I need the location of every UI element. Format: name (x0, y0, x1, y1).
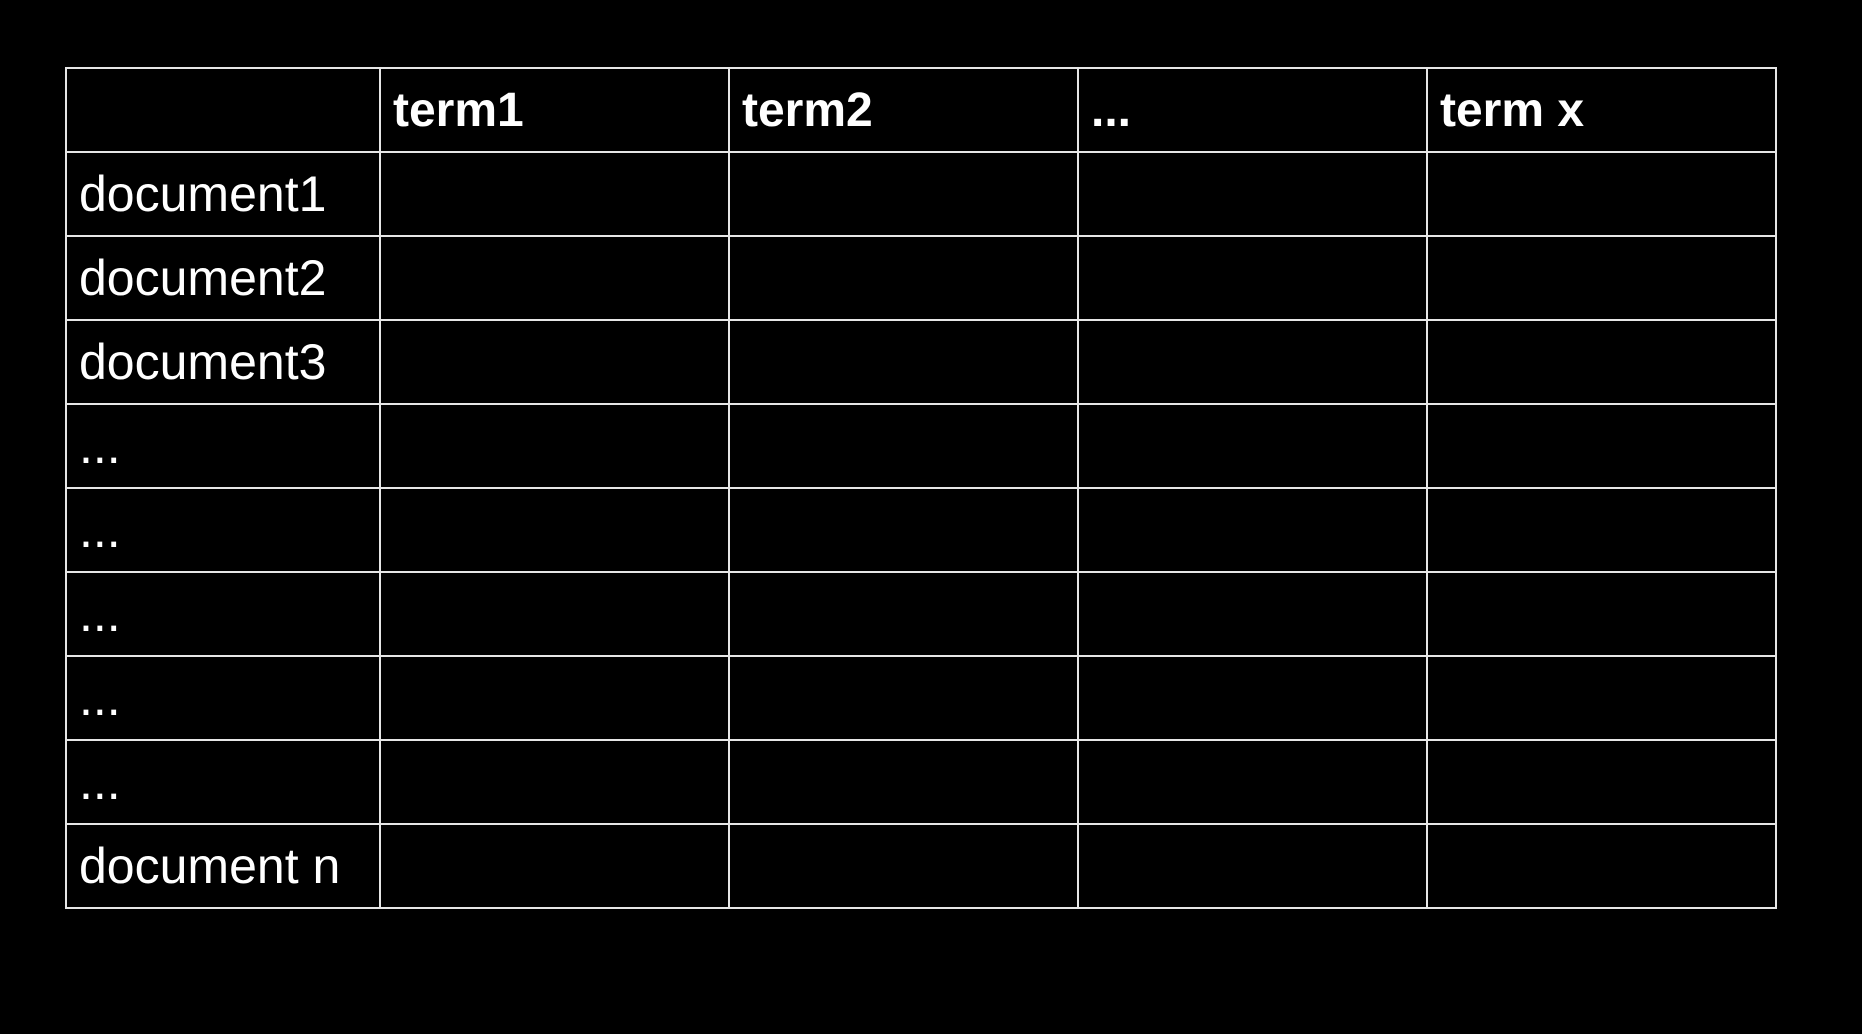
row-label: ... (65, 739, 381, 825)
table-cell (1426, 739, 1777, 825)
table-cell (1077, 487, 1428, 573)
table-cell (1077, 655, 1428, 741)
table-cell (1077, 739, 1428, 825)
header-row: term1 term2 ... term x (65, 67, 1777, 153)
row-label: document3 (65, 319, 381, 405)
table-row: ... (65, 739, 1777, 825)
row-label: ... (65, 655, 381, 741)
table-cell (728, 151, 1079, 237)
table-cell (728, 235, 1079, 321)
row-label: ... (65, 571, 381, 657)
table-cell (728, 655, 1079, 741)
row-label: ... (65, 487, 381, 573)
table-cell (728, 823, 1079, 909)
table-row: document3 (65, 319, 1777, 405)
header-cell: term2 (728, 67, 1079, 153)
header-cell: term1 (379, 67, 730, 153)
table-cell (728, 739, 1079, 825)
table-cell (379, 571, 730, 657)
row-label: document2 (65, 235, 381, 321)
table-row: ... (65, 655, 1777, 741)
table-cell (379, 151, 730, 237)
table-cell (1426, 403, 1777, 489)
row-label: ... (65, 403, 381, 489)
header-cell (65, 67, 381, 153)
table-cell (1426, 655, 1777, 741)
table-cell (1077, 235, 1428, 321)
header-cell: term x (1426, 67, 1777, 153)
table-cell (1426, 319, 1777, 405)
table-row: document2 (65, 235, 1777, 321)
table-row: document1 (65, 151, 1777, 237)
table-row: ... (65, 487, 1777, 573)
table-cell (379, 739, 730, 825)
table-cell (379, 655, 730, 741)
table-cell (1077, 151, 1428, 237)
table-cell (728, 487, 1079, 573)
table-cell (728, 319, 1079, 405)
header-cell: ... (1077, 67, 1428, 153)
table-row: ... (65, 403, 1777, 489)
row-label: document n (65, 823, 381, 909)
document-term-matrix: term1 term2 ... term x document1 document… (65, 67, 1777, 909)
table-cell (1426, 571, 1777, 657)
table-row: document n (65, 823, 1777, 909)
table-cell (1426, 235, 1777, 321)
table-cell (379, 823, 730, 909)
table-cell (1426, 823, 1777, 909)
table-cell (728, 571, 1079, 657)
table-cell (379, 403, 730, 489)
table-cell (379, 319, 730, 405)
table-cell (379, 487, 730, 573)
table-cell (379, 235, 730, 321)
table-cell (1077, 403, 1428, 489)
table-cell (1077, 319, 1428, 405)
table-cell (1077, 571, 1428, 657)
table-row: ... (65, 571, 1777, 657)
row-label: document1 (65, 151, 381, 237)
table-cell (1426, 487, 1777, 573)
table-cell (1077, 823, 1428, 909)
table-cell (1426, 151, 1777, 237)
table-cell (728, 403, 1079, 489)
